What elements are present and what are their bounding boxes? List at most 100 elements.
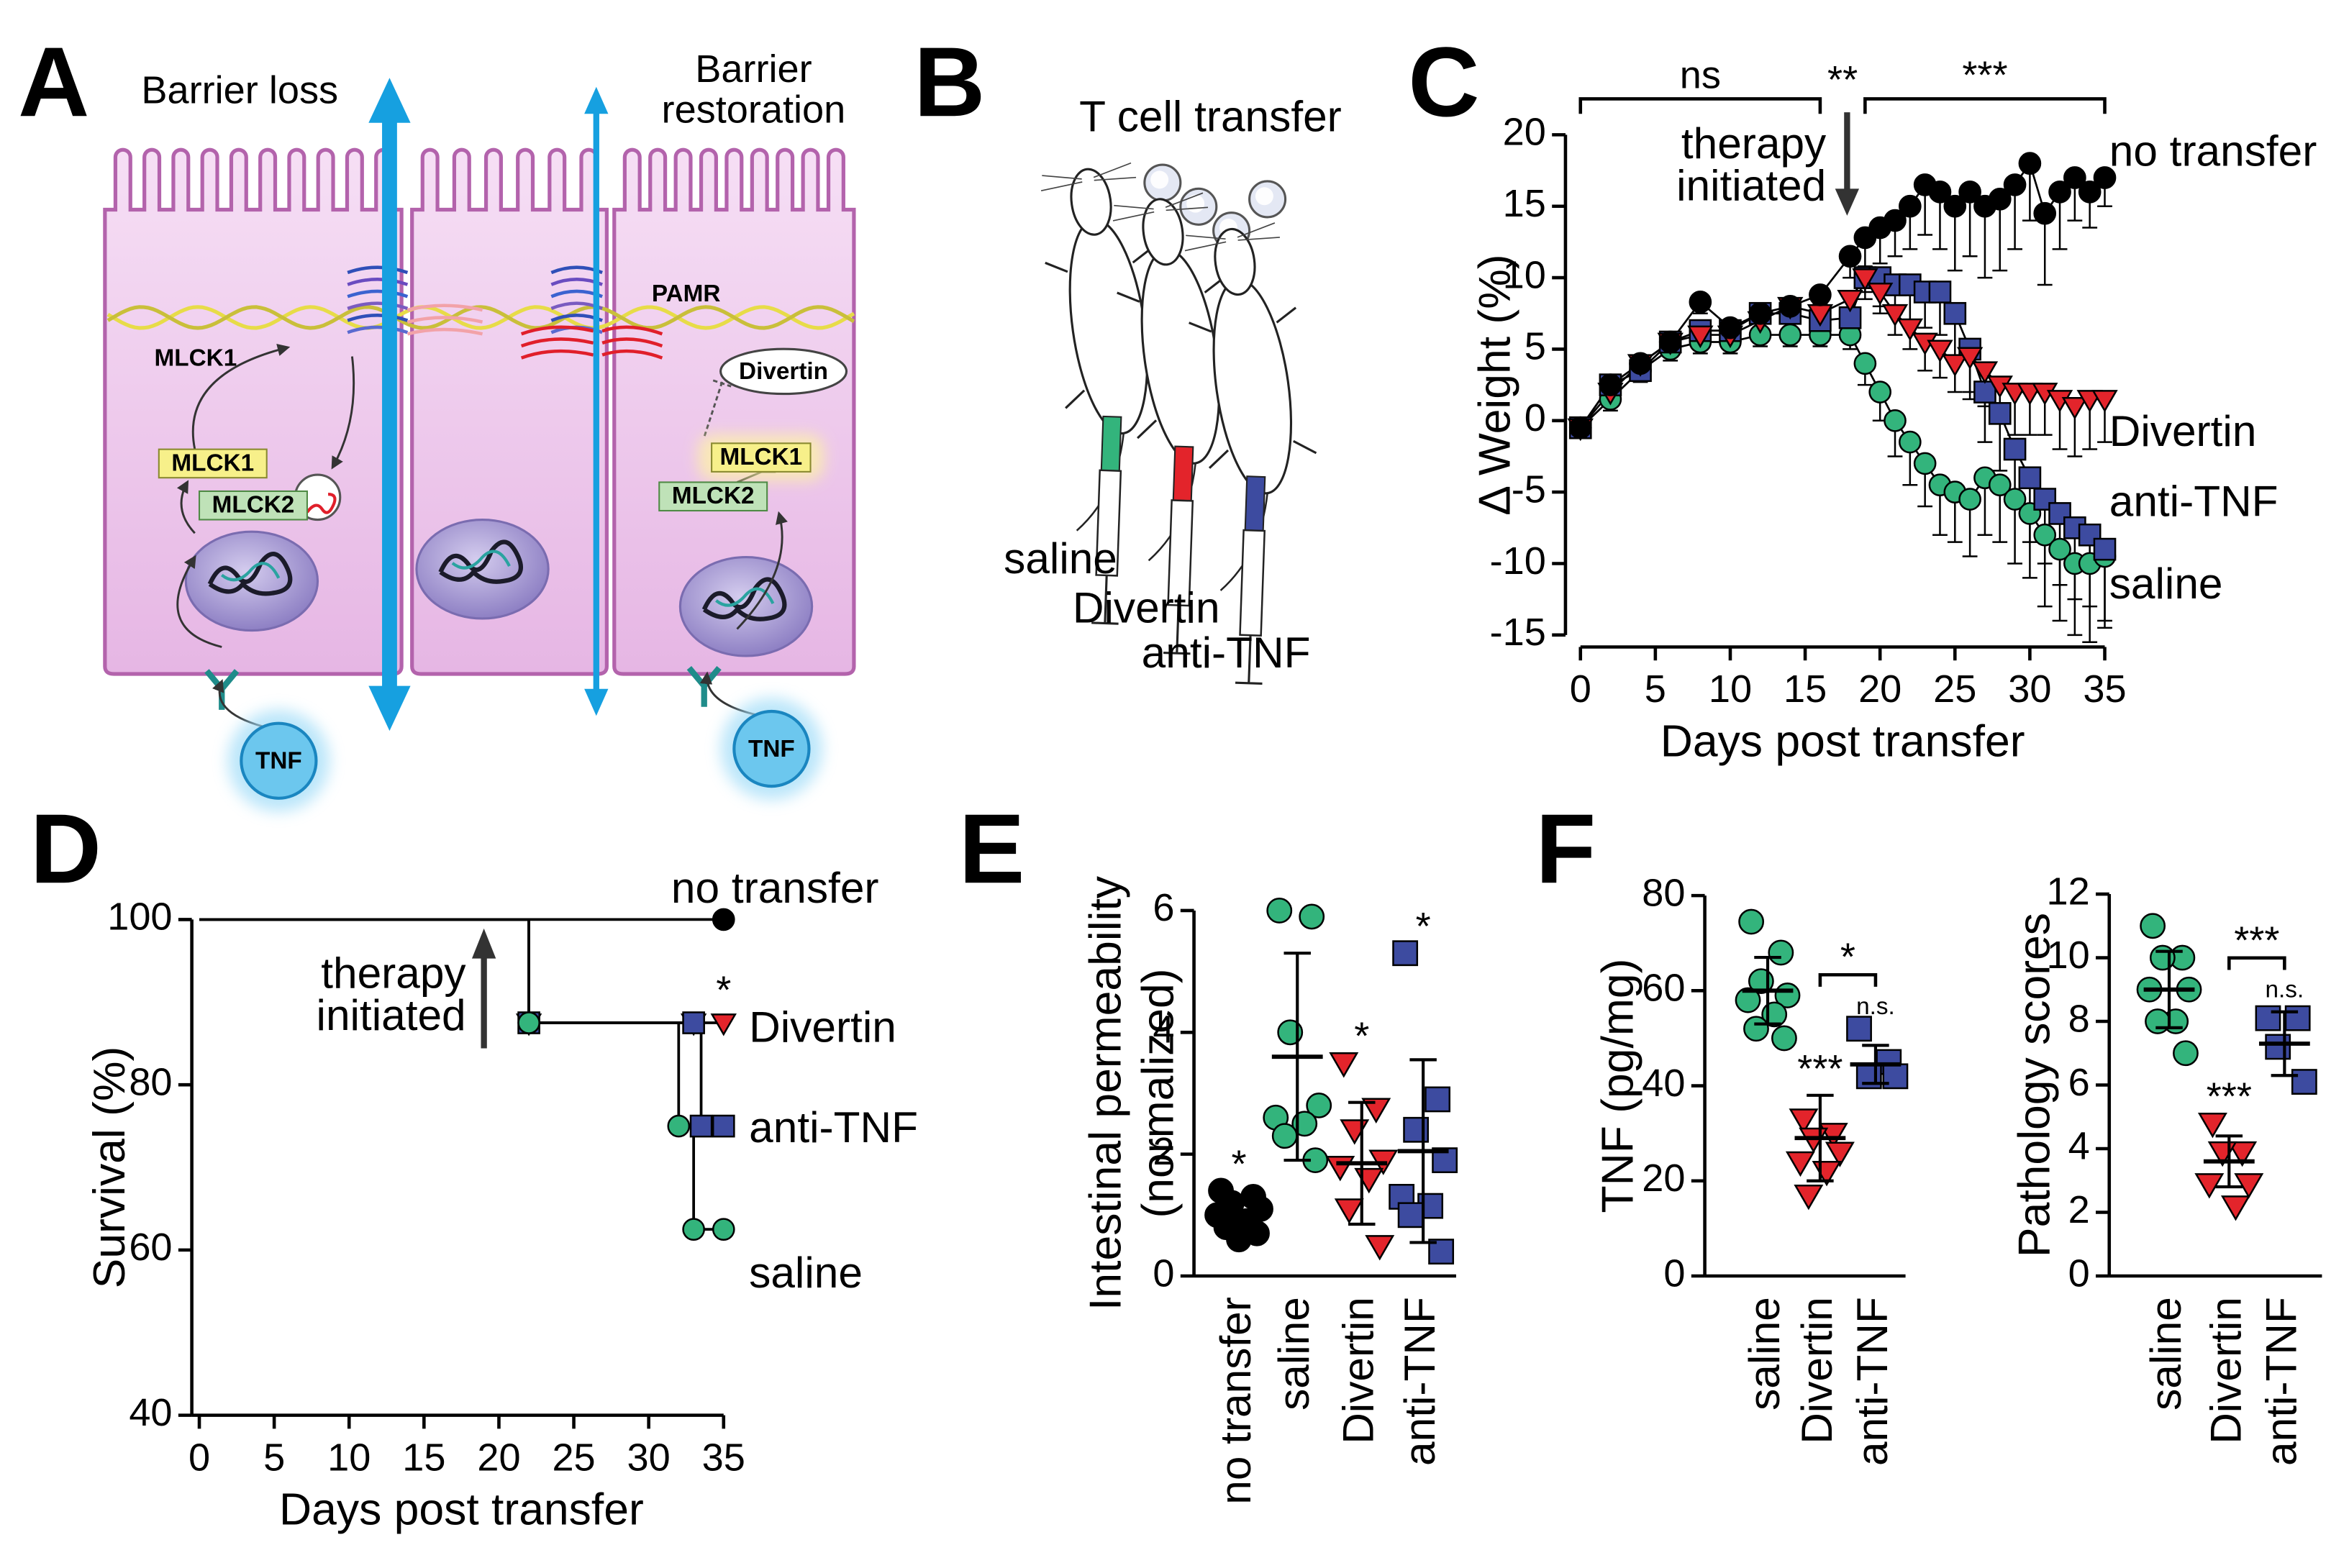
panel-letter: B <box>914 27 985 137</box>
group-label: anti-TNF <box>1142 628 1311 677</box>
junction <box>347 289 409 298</box>
marker <box>1299 903 1325 930</box>
marker <box>1928 181 1952 204</box>
marker <box>2149 944 2176 971</box>
junction <box>347 314 409 322</box>
marker <box>2003 173 2027 196</box>
y-tick-label: 15 <box>1503 182 1546 225</box>
label: TNF <box>748 736 795 762</box>
syringe-dose <box>1244 475 1266 532</box>
y-tick-label: 12 <box>2046 870 2089 913</box>
y-tick-label: 80 <box>1642 871 1685 914</box>
legend-label: no transfer <box>2109 126 2317 175</box>
diagram-title: Barrier loss <box>141 68 338 111</box>
x-tick-label: Divertin <box>1792 1297 1841 1444</box>
y-axis-label: Δ Weight (%) <box>1470 254 1520 515</box>
syringe <box>1235 475 1266 685</box>
y-tick-label: 20 <box>1642 1157 1685 1200</box>
marker <box>1899 194 1922 218</box>
marker <box>1988 473 2012 497</box>
therapy-arrow-head <box>471 928 496 959</box>
pathway-arrow <box>191 343 291 450</box>
junction <box>520 349 594 360</box>
marker <box>1599 373 1622 396</box>
marker <box>1568 416 1592 439</box>
significance: ** <box>1827 58 1858 101</box>
x-tick-label: 35 <box>2083 667 2126 711</box>
marker <box>2197 1113 2227 1139</box>
label: MLCK1 <box>171 450 254 476</box>
bracket-label: ns <box>1680 54 1721 97</box>
marker <box>1334 1198 1364 1224</box>
marker <box>1768 939 1794 966</box>
marker <box>1771 1025 1797 1052</box>
whiskers <box>1184 222 1280 252</box>
cell <box>612 147 856 676</box>
y-tick-label: 2 <box>1153 1130 1174 1173</box>
x-tick-label: saline <box>1269 1297 1318 1410</box>
marker <box>2003 488 2027 511</box>
marker <box>1825 1141 1855 1167</box>
diagram-a-labels: Barrier loss Barrier restoration MLCK1 M… <box>141 47 848 812</box>
y-axis-label: (normalized) <box>1132 968 1183 1218</box>
diagram-b <box>1040 162 1317 685</box>
y-tick-label: 10 <box>1503 253 1546 296</box>
label: TNF <box>255 748 302 775</box>
marker <box>689 1114 713 1138</box>
syringe-plunger <box>1235 635 1263 685</box>
marker <box>1943 194 1967 218</box>
label: MLCK2 <box>672 483 755 509</box>
t-cell-core <box>1186 194 1205 213</box>
marker <box>2018 152 2042 175</box>
marker <box>1738 908 1765 935</box>
x-tick-label: Divertin <box>2201 1297 2250 1444</box>
group-label: saline <box>1004 534 1117 583</box>
y-axis-label: TNF (pg/mg) <box>1592 959 1643 1213</box>
y-tick-label: 40 <box>1642 1062 1685 1105</box>
y-tick-label: 40 <box>129 1391 172 1434</box>
marker <box>2140 913 2166 939</box>
marker <box>1425 1086 1451 1113</box>
x-tick-label: 20 <box>1858 667 1902 711</box>
marker <box>1913 452 1937 475</box>
therapy-label: initiated <box>1676 160 1826 209</box>
marker <box>2284 1005 2311 1031</box>
marker <box>517 1011 540 1034</box>
marker <box>1306 1092 1332 1118</box>
bracket-label: *** <box>1962 54 2007 97</box>
y-tick-label: 6 <box>1153 886 1174 929</box>
y-tick-label: 4 <box>2068 1124 2090 1167</box>
marker <box>1397 1202 1424 1229</box>
legend-label: Divertin <box>2109 406 2257 455</box>
t-cell-core <box>1255 187 1273 206</box>
junction <box>520 337 594 348</box>
x-tick-label: 0 <box>1570 667 1591 711</box>
marker <box>2093 537 2117 561</box>
junction <box>601 325 663 336</box>
marker <box>1778 295 1802 318</box>
x-tick-label: 35 <box>702 1436 745 1479</box>
diagram-title: Barrier <box>695 47 812 91</box>
whiskers <box>1040 162 1137 192</box>
pathway-arrow <box>176 555 222 648</box>
x-tick-label: 15 <box>402 1436 445 1479</box>
marker <box>1838 245 1862 268</box>
y-tick-label: 4 <box>1153 1008 1174 1052</box>
error-bar <box>2037 213 2053 286</box>
marker <box>2033 201 2057 225</box>
mouse-body <box>1212 278 1293 495</box>
group-label: Divertin <box>1073 583 1220 632</box>
y-tick-label: 10 <box>2046 934 2089 977</box>
legend-label: saline <box>749 1248 863 1297</box>
x-tick-label: 5 <box>1645 667 1666 711</box>
tag-box <box>658 481 768 512</box>
y-tick-label: 80 <box>129 1060 172 1103</box>
survival-line <box>199 918 724 1231</box>
y-tick-label: 2 <box>2068 1188 2090 1231</box>
cell <box>103 147 404 676</box>
marker <box>1687 325 1714 349</box>
significance: * <box>716 969 731 1012</box>
panel-letter: E <box>959 794 1025 904</box>
marker <box>1735 987 1761 1013</box>
legs <box>1045 247 1173 409</box>
